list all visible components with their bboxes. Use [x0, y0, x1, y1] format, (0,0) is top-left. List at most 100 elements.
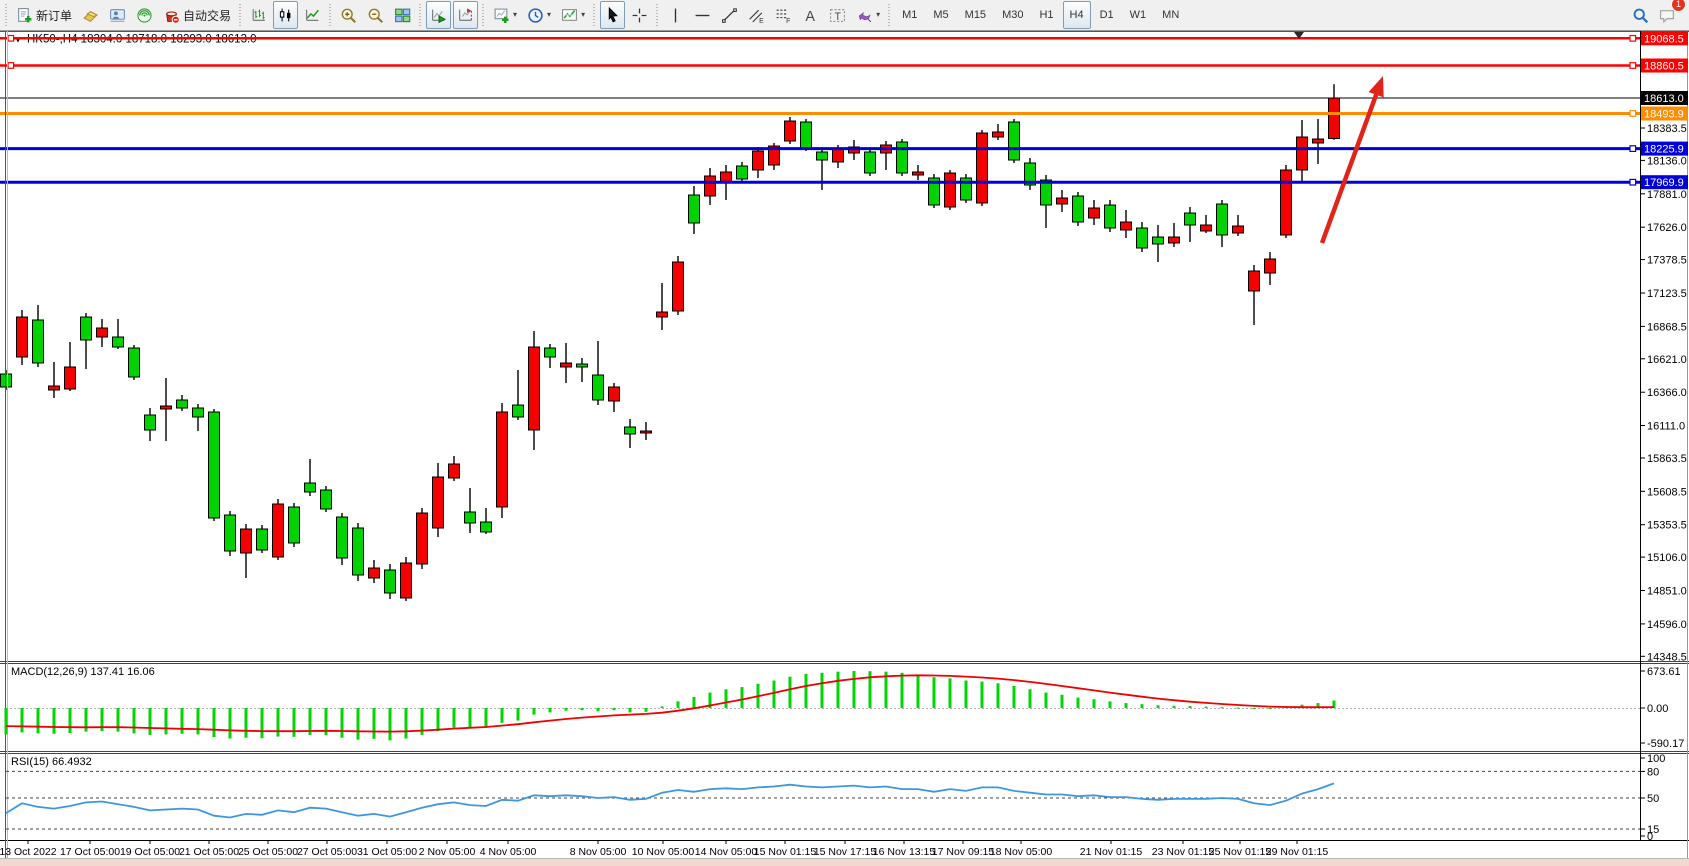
bar-chart-button[interactable]: [246, 1, 271, 29]
toolbar-grip[interactable]: [655, 4, 661, 26]
chart-shift-button[interactable]: [453, 1, 479, 29]
text-button[interactable]: A: [798, 1, 823, 29]
toolbar-group: [245, 1, 326, 29]
toolbar-grip[interactable]: [481, 4, 487, 26]
collapse-icon[interactable]: ▼: [14, 36, 22, 45]
text-label-button[interactable]: T: [825, 1, 850, 29]
macd-histogram-bar: [788, 676, 792, 708]
new-chart-button[interactable]: ▾: [489, 1, 521, 29]
timeframe-label: W1: [1129, 9, 1147, 21]
candle: [592, 341, 604, 405]
line-handle[interactable]: [1629, 145, 1637, 153]
toolbar-grip[interactable]: [4, 4, 9, 26]
macd-histogram-bar: [420, 708, 424, 735]
horizontal-line-object[interactable]: [0, 110, 1640, 117]
line-handle[interactable]: [1629, 178, 1637, 186]
autotrade-button[interactable]: 自动交易: [159, 1, 235, 29]
price-axis[interactable]: 18383.5 18136.0 17881.0 17626.0 17378.5 17123…: [1640, 31, 1688, 843]
eraser-icon: [83, 10, 99, 22]
timeframe-D1-button[interactable]: D1: [1093, 1, 1121, 29]
toolbar-grip[interactable]: [418, 4, 424, 26]
timeframe-M30-button[interactable]: M30: [995, 1, 1030, 29]
candle-chart-button[interactable]: [273, 1, 299, 29]
timeframe-W1-button[interactable]: W1: [1123, 1, 1154, 29]
toolbar-grip[interactable]: [328, 4, 334, 26]
crosshair-button[interactable]: [627, 1, 652, 29]
macd-histogram-bar: [1268, 708, 1272, 710]
timeframe-MN-button[interactable]: MN: [1155, 1, 1186, 29]
macd-histogram-bar: [1060, 694, 1064, 708]
time-axis-label: 21 Nov 01:15: [1080, 846, 1143, 858]
timeframe-H4-button[interactable]: H4: [1062, 1, 1091, 29]
horizontal-line-object[interactable]: [0, 145, 1640, 153]
price-axis-label: 15863.5: [1647, 453, 1687, 465]
search-button[interactable]: [1628, 1, 1653, 29]
cursor-button[interactable]: [600, 1, 626, 29]
channel-button[interactable]: E: [744, 1, 769, 29]
svg-text:18860.5: 18860.5: [1644, 61, 1684, 73]
trend-arrow-object[interactable]: [1319, 76, 1384, 244]
timeframe-M1-button[interactable]: M1: [895, 1, 924, 29]
chat-button[interactable]: 1: [1655, 0, 1686, 29]
candle: [400, 557, 412, 601]
new-order-button[interactable]: 新订单: [12, 1, 76, 29]
button-label: 自动交易: [183, 8, 232, 23]
time-axis-label: 10 Nov 05:00: [632, 846, 695, 858]
macd-histogram-bar: [660, 706, 664, 708]
candle: [1232, 215, 1244, 236]
template-chart-button[interactable]: ▾: [557, 1, 589, 29]
period-clock-button[interactable]: ▾: [523, 1, 555, 29]
line-handle[interactable]: [1629, 110, 1637, 117]
macd-histogram-bar: [1044, 692, 1048, 708]
vertical-line-button[interactable]: [663, 1, 688, 29]
line-handle[interactable]: [7, 34, 15, 42]
macd-histogram-bar: [52, 708, 56, 734]
auto-scroll-button[interactable]: [426, 1, 452, 29]
macd-histogram-bar: [724, 689, 728, 708]
signal-button[interactable]: [132, 1, 157, 29]
horizontal-line-button[interactable]: [690, 1, 715, 29]
macd-histogram-bar: [1252, 708, 1256, 709]
line-handle[interactable]: [7, 62, 15, 69]
line-handle[interactable]: [1629, 34, 1637, 42]
toolbar-grip[interactable]: [887, 4, 893, 26]
macd-histogram-bar: [228, 708, 232, 739]
fibonacci-button[interactable]: F: [771, 1, 796, 29]
candle: [656, 283, 668, 330]
trendline-button[interactable]: [717, 1, 742, 29]
macd-histogram-bar: [164, 708, 168, 735]
mql-community-button[interactable]: [105, 1, 130, 29]
candle: [368, 560, 380, 583]
line-chart-button[interactable]: [300, 1, 325, 29]
horizontal-line-object[interactable]: [0, 62, 1640, 69]
candle: [1088, 200, 1100, 225]
timeframe-M5-button[interactable]: M5: [926, 1, 955, 29]
macd-histogram-bar: [1108, 701, 1112, 708]
candle: [96, 319, 108, 347]
line-handle[interactable]: [1629, 62, 1637, 69]
price-axis-label: 14851.0: [1647, 586, 1687, 598]
macd-histogram-bar: [292, 708, 296, 737]
arrows-button[interactable]: ▾: [852, 1, 884, 29]
shift-marker-icon[interactable]: [1294, 32, 1304, 39]
price-badge: 17969.9: [1641, 175, 1688, 190]
macd-histogram-bar: [1028, 689, 1032, 708]
eraser-button[interactable]: [78, 1, 103, 29]
candle: [192, 404, 204, 431]
macd-histogram-bar: [532, 708, 536, 715]
auto-scroll-icon: [432, 9, 447, 23]
toolbar-grip[interactable]: [592, 4, 598, 26]
candle: [80, 313, 92, 369]
tile-windows-button[interactable]: [390, 1, 415, 29]
zoom-in-button[interactable]: [336, 1, 361, 29]
toolbar-group: [335, 1, 416, 29]
timeframe-H1-button[interactable]: H1: [1032, 1, 1060, 29]
toolbar-group: 新订单 自动交易: [11, 1, 236, 29]
zoom-out-button[interactable]: [363, 1, 388, 29]
toolbar-grip[interactable]: [238, 4, 244, 26]
timeframe-M15-button[interactable]: M15: [958, 1, 993, 29]
horizontal-line-object[interactable]: [0, 178, 1640, 186]
